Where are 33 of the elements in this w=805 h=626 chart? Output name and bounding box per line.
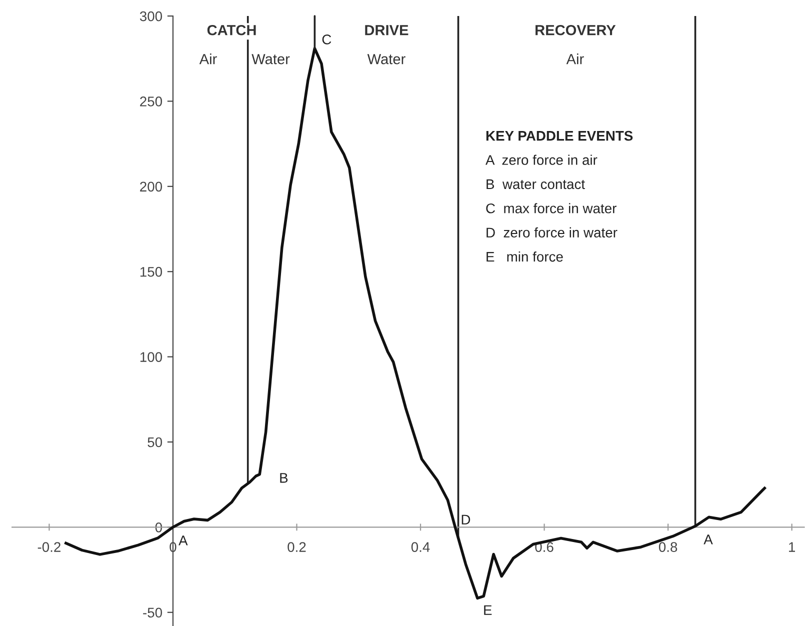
- annotation: B water contact: [486, 179, 585, 190]
- y-tick-label: 250: [140, 96, 162, 106]
- annotation: Water: [252, 54, 290, 64]
- x-tick-label: 1: [789, 542, 796, 552]
- x-tick-label: -0.2: [38, 542, 60, 552]
- y-tick-label: 0: [155, 522, 162, 532]
- annotation: D zero force in water: [486, 227, 618, 238]
- annotation: B: [280, 473, 288, 483]
- annotation: Air: [199, 54, 217, 64]
- x-tick-label: 0.4: [411, 542, 430, 552]
- y-tick-label: 200: [140, 182, 162, 192]
- annotation: C: [322, 34, 332, 44]
- annotation: A: [178, 536, 188, 546]
- annotation: D: [462, 514, 470, 524]
- annotation: Water: [367, 54, 406, 64]
- annotation: CATCH: [207, 24, 256, 36]
- y-tick-label: 50: [148, 437, 162, 448]
- annotation: RECOVERY: [536, 24, 616, 36]
- x-tick-label: 0.8: [658, 542, 678, 552]
- annotation: E: [484, 605, 492, 615]
- annotation: KEY PADDLE EVENTS: [486, 130, 633, 141]
- y-tick-label: 150: [140, 266, 162, 277]
- annotation: E min force: [486, 251, 563, 262]
- annotation: DRIVE: [365, 25, 408, 36]
- line-series: [64, 47, 766, 600]
- annotation: C max force in water: [486, 203, 616, 214]
- annotation: A zero force in air: [486, 154, 598, 165]
- y-tick-label: -50: [143, 608, 162, 618]
- x-tick-label: 0.2: [288, 542, 306, 552]
- annotation: A: [704, 534, 713, 544]
- y-tick-label: 100: [140, 352, 162, 362]
- y-tick-label: 300: [140, 11, 162, 22]
- annotation: Air: [566, 54, 584, 64]
